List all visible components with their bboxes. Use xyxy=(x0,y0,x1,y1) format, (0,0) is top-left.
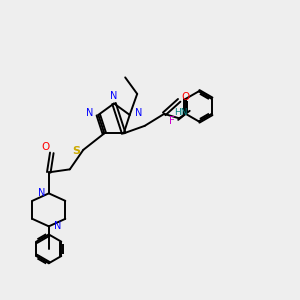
Text: O: O xyxy=(42,142,50,152)
Text: N: N xyxy=(110,91,118,101)
Text: O: O xyxy=(181,92,189,102)
Text: N: N xyxy=(38,188,45,198)
Text: F: F xyxy=(169,116,175,126)
Text: S: S xyxy=(72,146,80,156)
Text: HN: HN xyxy=(174,108,188,117)
Text: N: N xyxy=(85,108,93,118)
Text: N: N xyxy=(53,221,61,231)
Text: N: N xyxy=(135,108,142,118)
